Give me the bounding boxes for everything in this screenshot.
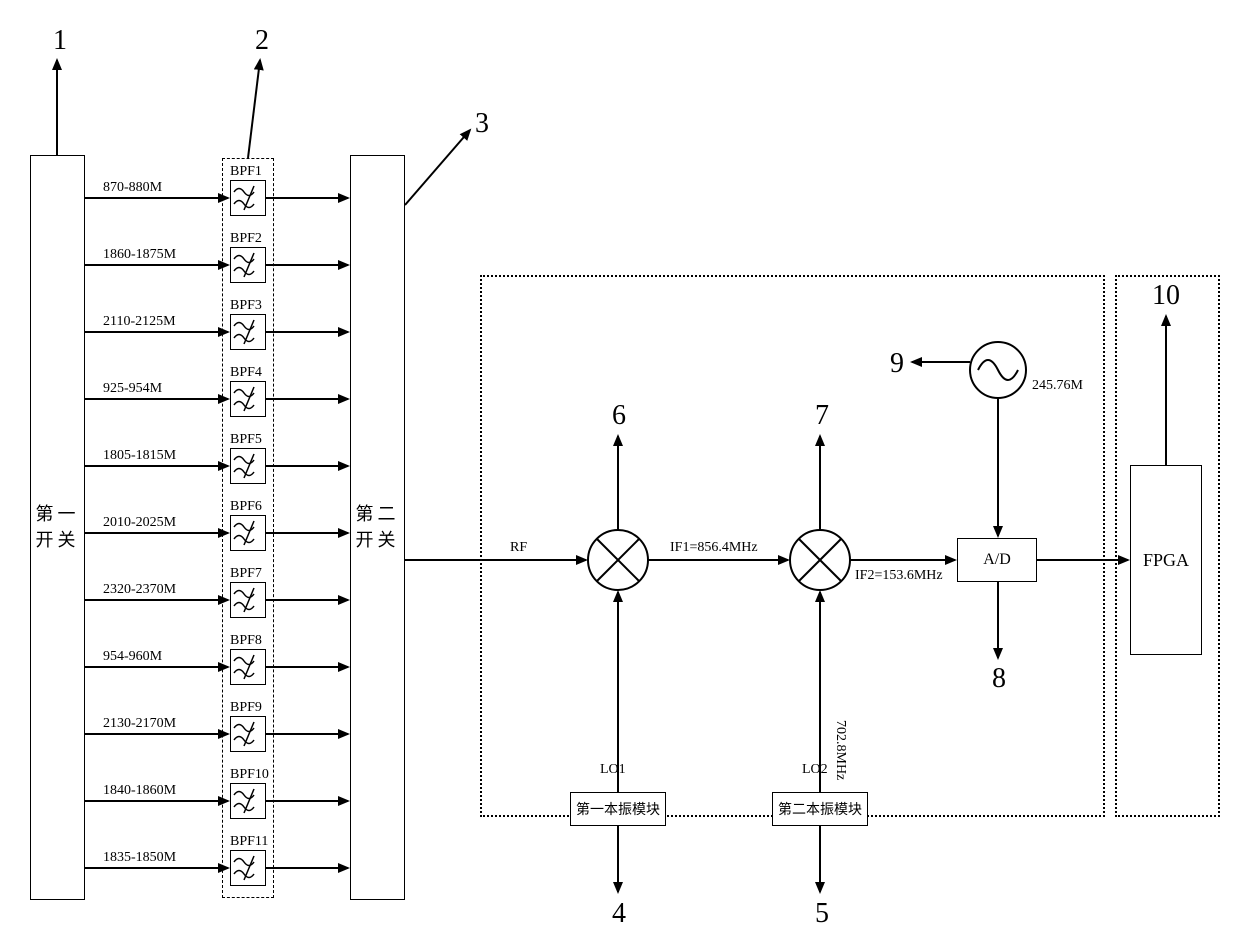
bpf-box xyxy=(230,649,266,685)
num-3: 3 xyxy=(475,108,489,140)
bpf-box xyxy=(230,180,266,216)
lo2-freq: 702.8MHz xyxy=(832,720,848,780)
switch-1: 第一开关 xyxy=(30,155,85,900)
bpf-name-label: BPF6 xyxy=(230,499,262,515)
bpf-freq-label: 954-960M xyxy=(103,649,162,665)
bpf-box xyxy=(230,314,266,350)
bpf-freq-label: 1860-1875M xyxy=(103,247,176,263)
num-5: 5 xyxy=(815,898,829,930)
ad-box: A/D xyxy=(957,538,1037,582)
bpf-freq-label: 1835-1850M xyxy=(103,850,176,866)
lo1-label: LO1 xyxy=(600,762,626,778)
bpf-name-label: BPF2 xyxy=(230,231,262,247)
bpf-freq-label: 2110-2125M xyxy=(103,314,176,330)
bpf-name-label: BPF10 xyxy=(230,767,269,783)
bpf-name-label: BPF5 xyxy=(230,432,262,448)
bpf-freq-label: 2010-2025M xyxy=(103,515,176,531)
bpf-box xyxy=(230,448,266,484)
bpf-name-label: BPF4 xyxy=(230,365,262,381)
lo2-box: 第二本振模块 xyxy=(772,792,868,826)
if1-label: IF1=856.4MHz xyxy=(670,540,758,556)
num-2: 2 xyxy=(255,25,269,57)
bpf-box xyxy=(230,582,266,618)
bpf-name-label: BPF1 xyxy=(230,164,262,180)
bpf-freq-label: 870-880M xyxy=(103,180,162,196)
bpf-box xyxy=(230,783,266,819)
rf-label: RF xyxy=(510,540,527,556)
bpf-freq-label: 1805-1815M xyxy=(103,448,176,464)
lo1-box: 第一本振模块 xyxy=(570,792,666,826)
num-4: 4 xyxy=(612,898,626,930)
if2-label: IF2=153.6MHz xyxy=(855,568,943,584)
bpf-name-label: BPF11 xyxy=(230,834,268,850)
bpf-name-label: BPF9 xyxy=(230,700,262,716)
clk-label: 245.76M xyxy=(1032,378,1083,394)
bpf-box xyxy=(230,515,266,551)
bpf-box xyxy=(230,247,266,283)
bpf-box xyxy=(230,850,266,886)
bpf-name-label: BPF3 xyxy=(230,298,262,314)
num-1: 1 xyxy=(53,25,67,57)
lo2-label: LO2 xyxy=(802,762,828,778)
bpf-box xyxy=(230,716,266,752)
bpf-box xyxy=(230,381,266,417)
fpga-box: FPGA xyxy=(1130,465,1202,655)
switch-2: 第二开关 xyxy=(350,155,405,900)
bpf-freq-label: 1840-1860M xyxy=(103,783,176,799)
bpf-name-label: BPF7 xyxy=(230,566,262,582)
bpf-freq-label: 2130-2170M xyxy=(103,716,176,732)
bpf-name-label: BPF8 xyxy=(230,633,262,649)
bpf-freq-label: 925-954M xyxy=(103,381,162,397)
bpf-freq-label: 2320-2370M xyxy=(103,582,176,598)
